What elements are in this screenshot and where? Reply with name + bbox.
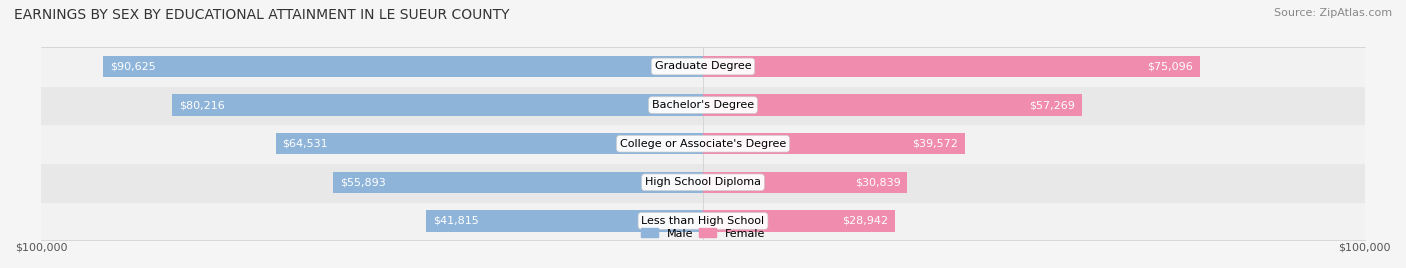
Text: Source: ZipAtlas.com: Source: ZipAtlas.com bbox=[1274, 8, 1392, 18]
Bar bbox=[41, 163, 1365, 202]
Text: $64,531: $64,531 bbox=[283, 139, 328, 149]
Bar bbox=[41, 86, 1365, 124]
Text: $90,625: $90,625 bbox=[110, 61, 156, 72]
Text: College or Associate's Degree: College or Associate's Degree bbox=[620, 139, 786, 149]
Bar bbox=[172, 94, 703, 116]
Text: Graduate Degree: Graduate Degree bbox=[655, 61, 751, 72]
Bar bbox=[703, 133, 965, 154]
Bar bbox=[41, 124, 1365, 163]
Bar bbox=[703, 94, 1083, 116]
Bar bbox=[703, 210, 894, 232]
Bar bbox=[276, 133, 703, 154]
Text: Bachelor's Degree: Bachelor's Degree bbox=[652, 100, 754, 110]
Text: $30,839: $30,839 bbox=[855, 177, 900, 187]
Bar bbox=[333, 172, 703, 193]
Text: $55,893: $55,893 bbox=[340, 177, 385, 187]
Text: $80,216: $80,216 bbox=[179, 100, 225, 110]
Bar bbox=[41, 47, 1365, 86]
Bar bbox=[703, 172, 907, 193]
Bar bbox=[703, 56, 1199, 77]
Bar bbox=[103, 56, 703, 77]
Text: $57,269: $57,269 bbox=[1029, 100, 1076, 110]
Text: $39,572: $39,572 bbox=[912, 139, 959, 149]
Text: $75,096: $75,096 bbox=[1147, 61, 1194, 72]
Text: $41,815: $41,815 bbox=[433, 216, 478, 226]
Text: EARNINGS BY SEX BY EDUCATIONAL ATTAINMENT IN LE SUEUR COUNTY: EARNINGS BY SEX BY EDUCATIONAL ATTAINMEN… bbox=[14, 8, 509, 22]
Text: $28,942: $28,942 bbox=[842, 216, 889, 226]
Bar bbox=[426, 210, 703, 232]
Text: Less than High School: Less than High School bbox=[641, 216, 765, 226]
Text: High School Diploma: High School Diploma bbox=[645, 177, 761, 187]
Legend: Male, Female: Male, Female bbox=[641, 228, 765, 239]
Bar bbox=[41, 202, 1365, 240]
